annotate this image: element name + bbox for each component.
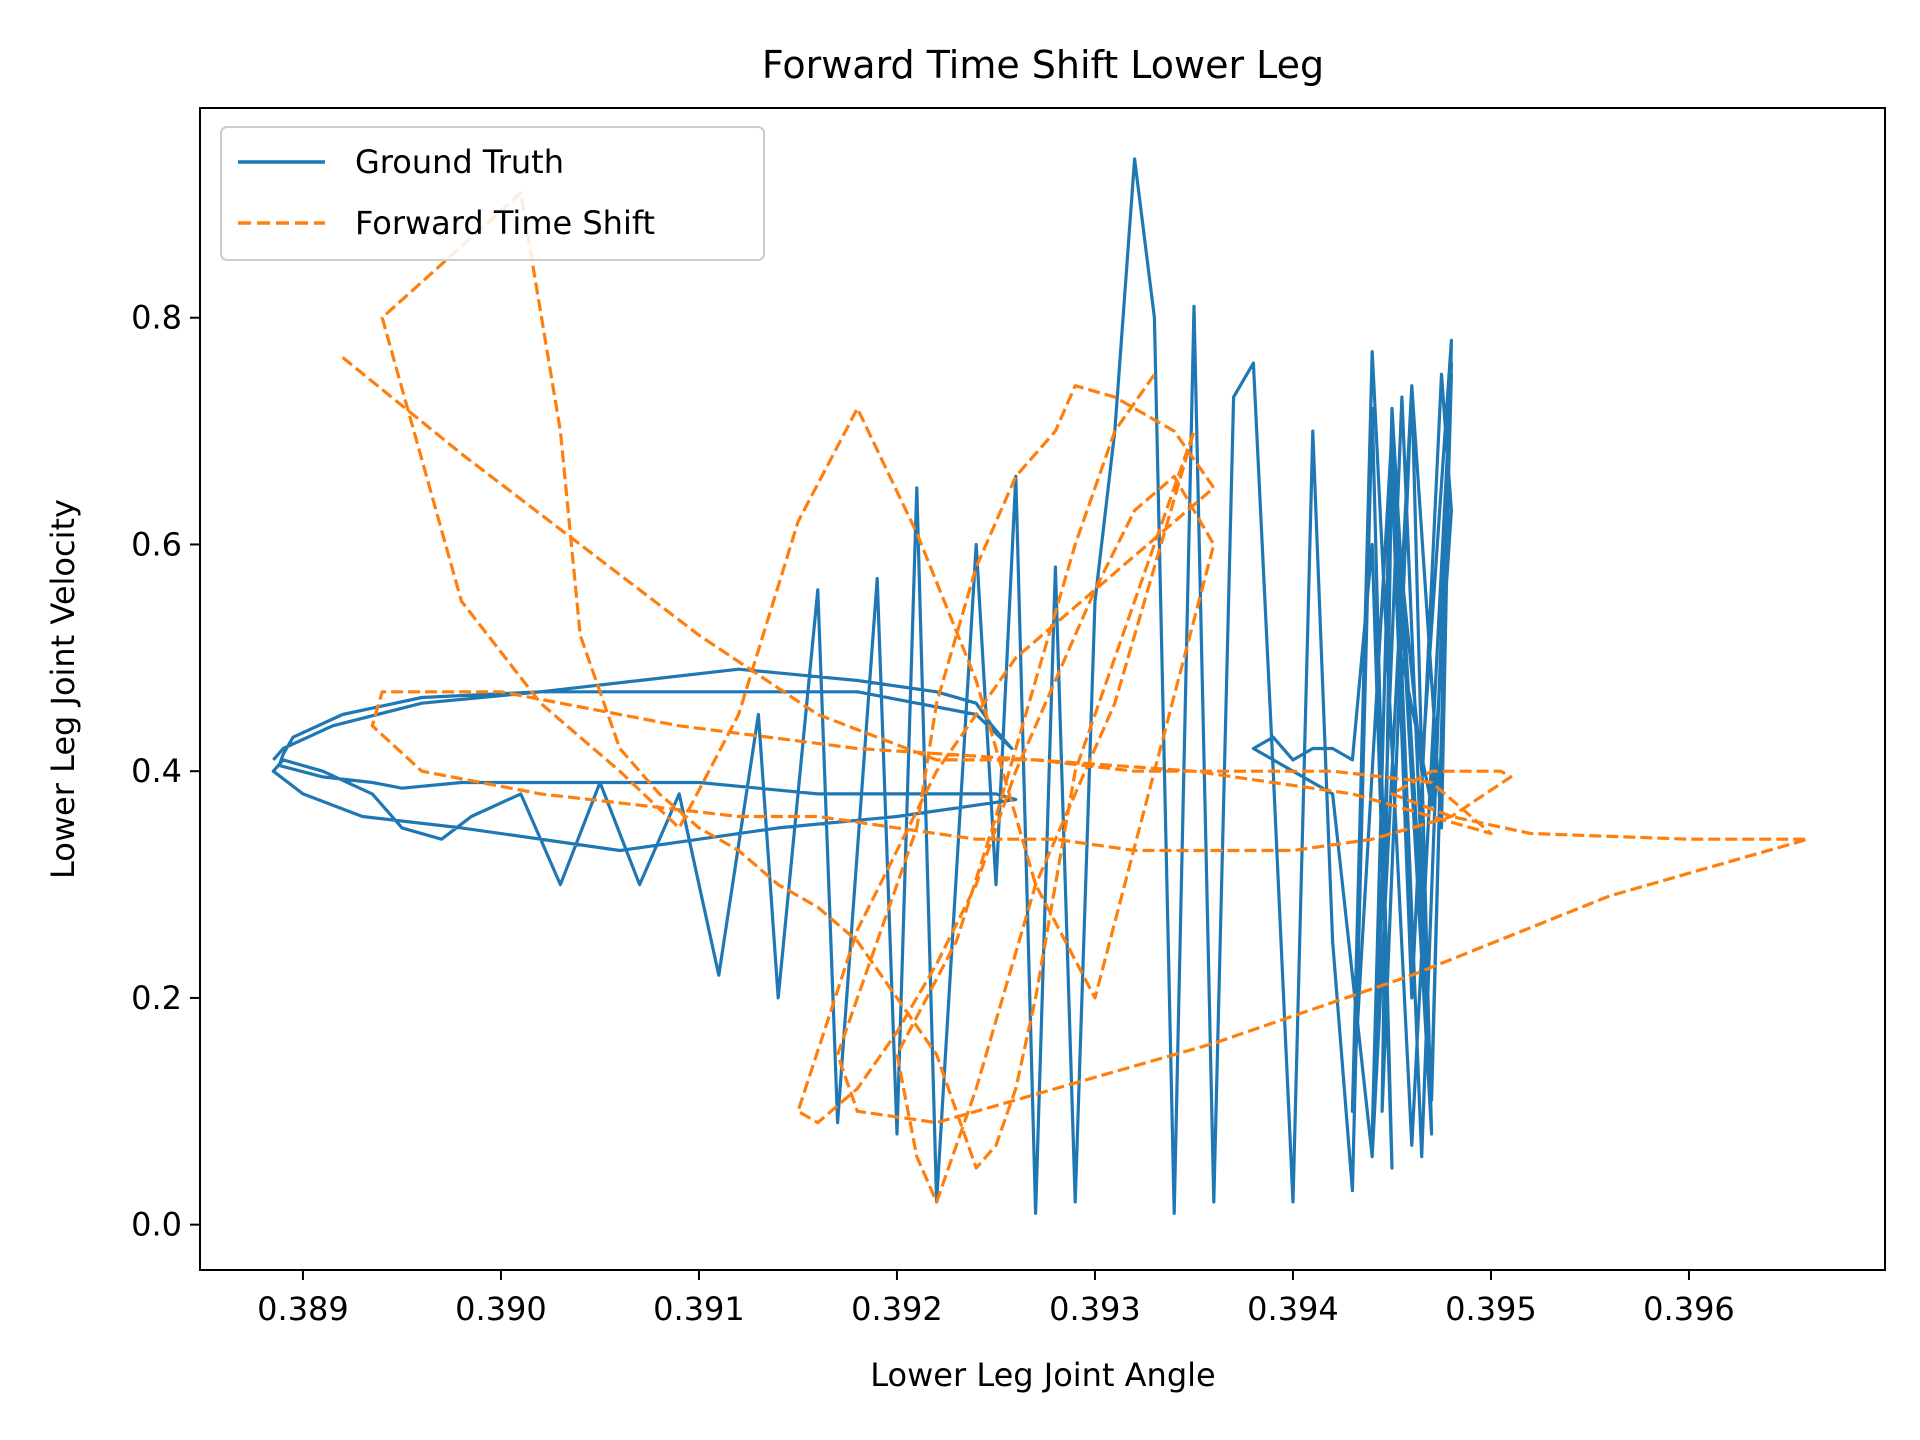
legend-label-ground-truth: Ground Truth: [355, 143, 564, 181]
y-tick-label: 0.6: [131, 525, 182, 563]
x-tick-label: 0.391: [653, 1290, 745, 1328]
x-tick-label: 0.396: [1643, 1290, 1735, 1328]
x-axis: 0.389 0.390 0.391 0.392 0.393 0.394 0.395 0.396: [257, 1270, 1735, 1328]
series-line-ground-truth: [271, 157, 1454, 1215]
x-tick-label: 0.389: [257, 1290, 349, 1328]
plot-frame: [199, 107, 1886, 1271]
series-line-forward-time-shift: [341, 191, 1810, 1204]
y-tick-label: 0.2: [131, 979, 182, 1017]
y-tick-label: 0.4: [131, 752, 182, 790]
x-tick-label: 0.394: [1247, 1290, 1339, 1328]
x-tick-label: 0.390: [455, 1290, 547, 1328]
x-tick-label: 0.395: [1445, 1290, 1537, 1328]
chart-title: Forward Time Shift Lower Leg: [762, 43, 1324, 87]
x-axis-label: Lower Leg Joint Angle: [870, 1356, 1215, 1394]
legend: Ground Truth Forward Time Shift: [220, 126, 765, 261]
y-tick-label: 0.8: [131, 299, 182, 337]
plot-area: [271, 157, 1810, 1215]
y-tick-label: 0.0: [131, 1206, 182, 1244]
legend-box: [220, 126, 765, 261]
y-axis-label: Lower Leg Joint Velocity: [44, 499, 82, 879]
y-axis: 0.0 0.2 0.4 0.6 0.8: [131, 299, 200, 1244]
x-tick-label: 0.392: [851, 1290, 943, 1328]
x-tick-label: 0.393: [1049, 1290, 1141, 1328]
legend-label-forward-time-shift: Forward Time Shift: [355, 204, 655, 242]
